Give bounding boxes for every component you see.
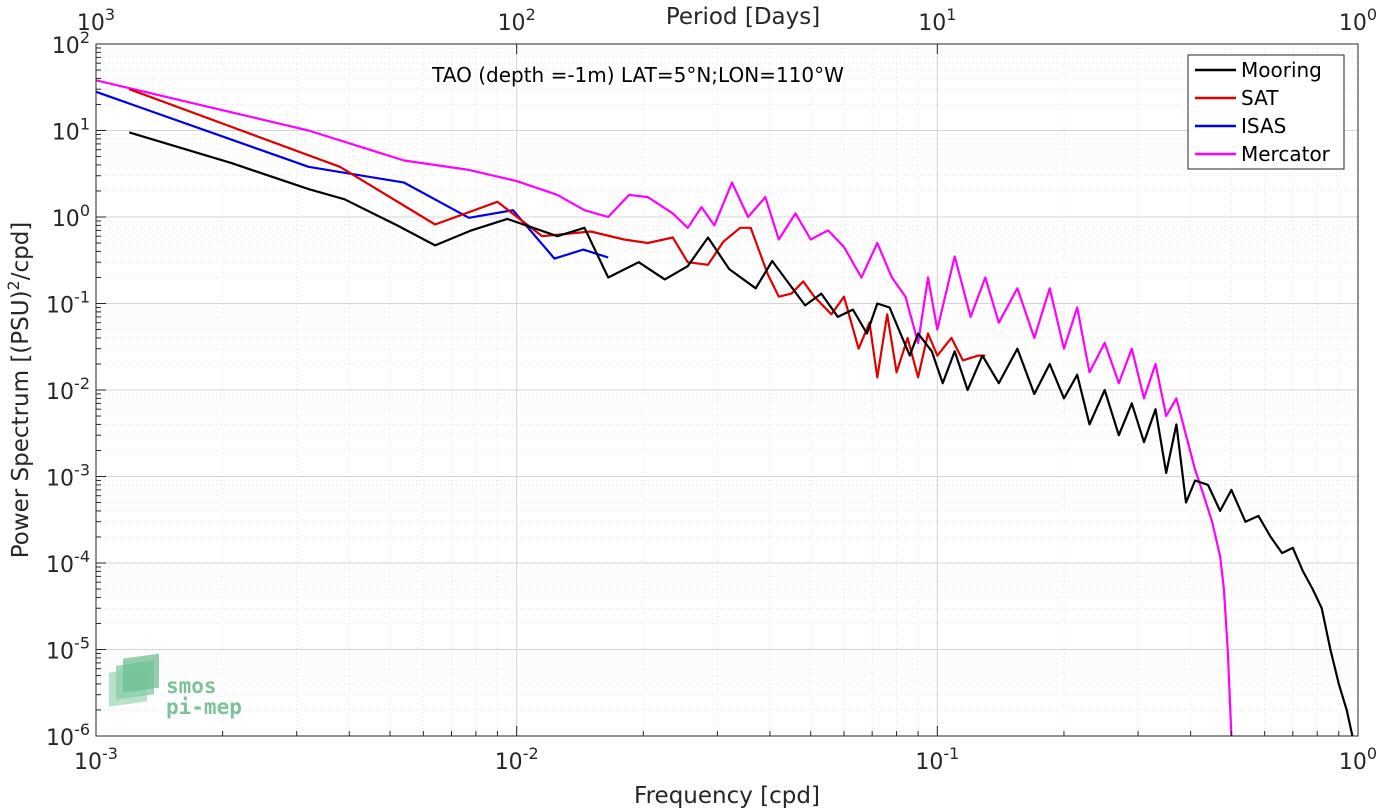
- y-tick-label: 10-3: [46, 461, 90, 492]
- y-tick-label-exponent: 0: [80, 201, 90, 220]
- legend: Mooring SAT ISAS Mercator: [1187, 54, 1345, 170]
- y-tick-label-base: 10: [46, 467, 74, 492]
- y-tick-label-exponent: 1: [80, 115, 90, 134]
- y-tick-label-base: 10: [46, 294, 74, 319]
- y-axis-title-superscript: 2: [4, 280, 23, 290]
- y-tick-label-base: 10: [46, 726, 74, 751]
- y-tick-label-exponent: -4: [74, 547, 90, 566]
- x-tick-label-base: 10: [74, 750, 102, 775]
- series-line-sat: [128, 88, 986, 379]
- top-tick-label-exponent: 2: [526, 5, 536, 24]
- x-tick-label-exponent: 0: [1367, 744, 1377, 763]
- y-tick-label: 10-2: [46, 374, 90, 405]
- y-tick-label-base: 10: [52, 121, 80, 146]
- x-tick-label-exponent: -2: [523, 744, 539, 763]
- y-tick-label-exponent: 2: [80, 28, 90, 47]
- top-tick-label-base: 10: [77, 11, 105, 36]
- logo-text-pi-mep: pi-mep: [166, 695, 242, 719]
- y-tick-label: 100: [52, 201, 90, 232]
- y-tick-label-base: 10: [46, 640, 74, 665]
- chart-title: TAO (depth =-1m) LAT=5°N;LON=110°W: [431, 63, 844, 87]
- y-tick-label-exponent: -1: [74, 288, 90, 307]
- series-line-mooring: [128, 131, 1354, 736]
- smos-pi-mep-logo: smos pi-mep: [109, 653, 242, 719]
- top-tick-label: 100: [1339, 5, 1377, 36]
- y-tick-label: 10-4: [46, 547, 90, 578]
- series-layer: [96, 79, 1354, 736]
- x-tick-label: 100: [1339, 744, 1377, 775]
- y-axis-title: Power Spectrum [(PSU)2/cpd]: [4, 222, 34, 559]
- top-tick-label: 102: [498, 5, 536, 36]
- top-tick-label-exponent: 0: [1367, 5, 1377, 24]
- x-axis-title: Frequency [cpd]: [634, 783, 820, 809]
- x-tick-label: 10-3: [74, 744, 118, 775]
- logo-text-smos: smos: [166, 674, 217, 698]
- y-axis-title-unit: /cpd]: [8, 222, 34, 281]
- top-tick-label-base: 10: [498, 11, 526, 36]
- minor-grid: [96, 44, 1358, 736]
- legend-label-sat: SAT: [1241, 86, 1279, 110]
- y-tick-label-exponent: -5: [74, 634, 90, 653]
- y-tick-label: 10-6: [46, 720, 90, 751]
- y-tick-label-base: 10: [46, 553, 74, 578]
- axis-ticks: [95, 43, 1359, 737]
- y-tick-label: 10-1: [46, 288, 90, 319]
- x-tick-label-exponent: -3: [102, 744, 118, 763]
- x-tick-label-base: 10: [495, 750, 523, 775]
- x-tick-label-base: 10: [1339, 750, 1367, 775]
- top-axis-title: Period [Days]: [666, 4, 820, 30]
- top-tick-label-base: 10: [1339, 11, 1367, 36]
- y-tick-label-base: 10: [52, 207, 80, 232]
- top-tick-label-base: 10: [918, 11, 946, 36]
- legend-label-mooring: Mooring: [1241, 58, 1322, 82]
- x-tick-label-exponent: -1: [943, 744, 959, 763]
- y-tick-label-base: 10: [52, 34, 80, 59]
- y-tick-label-exponent: -3: [74, 461, 90, 480]
- legend-label-mercator: Mercator: [1241, 142, 1331, 166]
- top-tick-label: 101: [918, 5, 956, 36]
- y-axis-title-main: Power Spectrum [(PSU): [8, 290, 34, 558]
- x-tick-label: 10-1: [915, 744, 959, 775]
- top-tick-label-exponent: 1: [946, 5, 956, 24]
- x-tick-label: 10-2: [495, 744, 539, 775]
- y-tick-label: 101: [52, 115, 90, 146]
- y-tick-label-base: 10: [46, 380, 74, 405]
- legend-label-isas: ISAS: [1241, 114, 1286, 138]
- top-tick-label: 103: [77, 5, 115, 36]
- x-tick-label-base: 10: [915, 750, 943, 775]
- top-tick-label-exponent: 3: [105, 5, 115, 24]
- series-line-isas: [96, 90, 609, 260]
- legend-box: [1187, 54, 1345, 170]
- y-tick-label-exponent: -6: [74, 720, 90, 739]
- y-tick-label: 102: [52, 28, 90, 59]
- y-tick-label: 10-5: [46, 634, 90, 665]
- y-tick-label-exponent: -2: [74, 374, 90, 393]
- series-line-mercator: [96, 79, 1233, 736]
- logo-mark-front: [123, 653, 159, 693]
